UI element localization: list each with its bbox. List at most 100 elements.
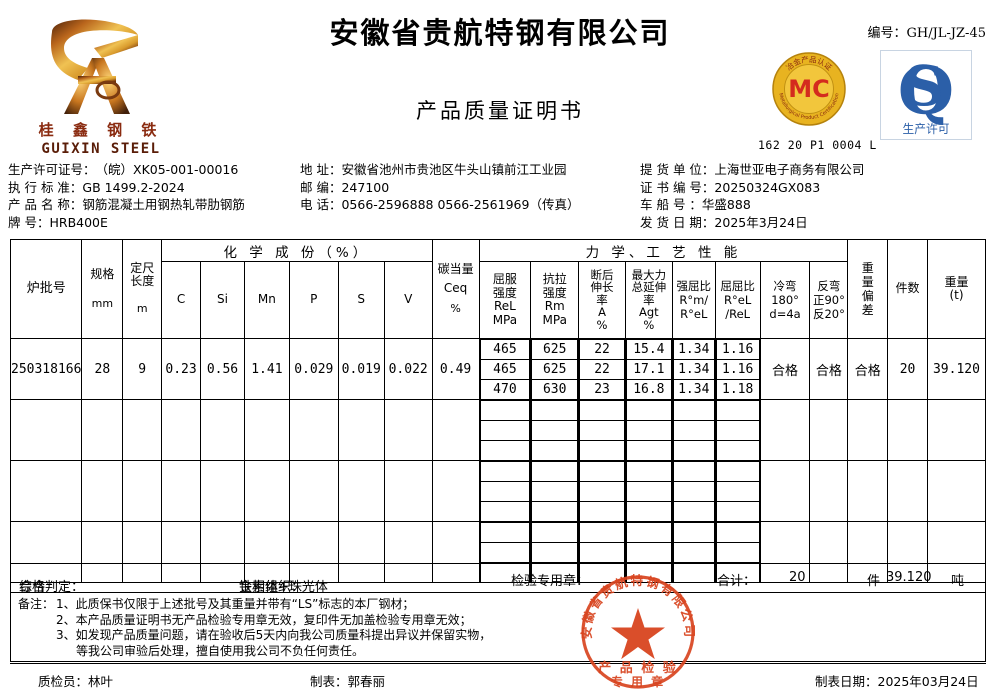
cell-empty-sub <box>530 521 580 583</box>
cell-empty <box>431 460 480 522</box>
cell-empty <box>200 521 245 583</box>
inspection-seal-label: 检验专用章： <box>511 574 590 589</box>
header-chem-mn: Mn <box>243 261 290 339</box>
header-cold-bend: 冷弯 180° d=4a <box>759 261 811 339</box>
note-item: 3、如发现产品质量问题，请在验收后5天内向我公司质量科提出异议并保留实物， <box>56 628 492 642</box>
cell-empty <box>759 521 811 583</box>
cell-empty <box>759 460 811 522</box>
cell-empty <box>887 399 928 461</box>
header-yield-strength: 屈服 强度 ReL MPa <box>478 261 532 339</box>
info-row: 地 址：安徽省池州市贵池区牛头山镇前江工业园 <box>300 162 567 177</box>
cell-empty <box>809 399 849 461</box>
company-title: 安徽省贵航特钢有限公司 <box>329 16 671 50</box>
notes-box: 备注： 1、此质保书仅限于上述批号及其重量并带有“LS”标志的本厂钢材； 2、本… <box>10 592 986 662</box>
cell-empty-sub <box>714 399 761 461</box>
total-label: 合计： <box>717 574 757 589</box>
cell-empty-sub <box>478 399 532 461</box>
cell-elongation-agt: 15.4 17.1 16.8 <box>624 338 673 400</box>
preparation-date: 制表日期：2025年03月24日 <box>815 674 979 689</box>
mc-code-text: 162 20 P1 0004 L <box>758 138 877 152</box>
header-elongation-agt: 最大力 总延伸 率 Agt % <box>624 261 673 339</box>
cell-chem-c: 0.23 <box>161 338 202 400</box>
info-row: 车 船 号 ：华盛888 <box>640 197 751 212</box>
cell-empty <box>243 399 290 461</box>
cell-empty <box>431 399 480 461</box>
cell-empty-sub <box>714 460 761 522</box>
cell-empty-sub <box>671 521 716 583</box>
cell-chem-si: 0.56 <box>200 338 245 400</box>
cell-heat-no: 250318166 <box>9 338 83 400</box>
cell-yield-ratio: 1.16 1.16 1.18 <box>714 338 761 400</box>
cell-yield-strength: 465 465 470 <box>478 338 532 400</box>
company-logo: 桂 鑫 钢 铁 GUIXIN STEEL <box>28 18 174 158</box>
cell-weight: 39.120 <box>926 338 987 400</box>
cell-empty <box>926 460 987 522</box>
cell-empty-sub <box>530 399 580 461</box>
cell-empty <box>9 460 83 522</box>
info-row: 产 品 名 称：钢筋混凝土用钢热轧带肋钢筋 <box>8 197 245 212</box>
info-block-left: 生产许可证号：（皖）XK05-001-00016 执 行 标 准：GB 1499… <box>8 161 245 231</box>
info-row: 生产许可证号：（皖）XK05-001-00016 <box>8 162 239 177</box>
info-row: 发 货 日 期：2025年3月24日 <box>640 214 808 230</box>
info-row: 牌 号：HRB400E <box>8 214 108 230</box>
logo-english-text: GUIXIN STEEL <box>41 141 161 157</box>
header-heat-no: 炉批号 <box>9 239 83 339</box>
cell-chem-v: 0.022 <box>383 338 433 400</box>
header-ceq: 碳当量 Ceq % <box>431 239 480 339</box>
cell-empty <box>809 521 849 583</box>
cell-empty <box>81 460 124 522</box>
header-weight-deviation: 重量偏差 <box>847 239 889 339</box>
cell-strength-ratio: 1.34 1.34 1.34 <box>671 338 716 400</box>
cell-empty-sub <box>671 399 716 461</box>
header-weight: 重量 (t) <box>926 239 987 339</box>
cell-empty-sub <box>478 460 532 522</box>
info-row: 电 话：0566-2596888 0566-2561969（传真） <box>300 197 580 212</box>
cell-empty-sub <box>714 521 761 583</box>
cell-empty <box>809 460 849 522</box>
cell-empty <box>81 521 124 583</box>
cell-tensile-strength: 625 625 630 <box>530 338 580 400</box>
cell-empty <box>288 521 339 583</box>
info-block-right: 提 货 单 位：上海世亚电子商务有限公司 证 书 编 号：20250324GX0… <box>640 161 864 231</box>
cell-empty-sub <box>578 521 626 583</box>
header-chem-s: S <box>337 261 385 339</box>
header-elongation-a: 断后 伸长 率 A % <box>578 261 626 339</box>
total-weight-value: 39.120 <box>886 570 932 585</box>
header-yield-ratio: 屈屈比 R°eL /ReL <box>714 261 761 339</box>
header-chem-c: C <box>161 261 202 339</box>
table-row: 250318166 28 9 0.23 0.56 1.41 0.029 0.01… <box>9 338 987 400</box>
cell-empty-sub <box>624 460 673 522</box>
document-title: 产品质量证明书 <box>416 99 584 123</box>
cell-empty-sub <box>578 460 626 522</box>
logo-chinese-text: 桂 鑫 钢 铁 <box>38 121 164 139</box>
cell-empty <box>431 521 480 583</box>
document-number: 编号：GH/JL-JZ-45 <box>867 26 986 41</box>
cell-empty-sub <box>624 399 673 461</box>
header-pieces: 件数 <box>887 239 928 339</box>
cell-empty <box>847 399 889 461</box>
cell-empty <box>847 460 889 522</box>
info-row: 邮 编：247100 <box>300 179 390 195</box>
cell-empty <box>288 460 339 522</box>
info-row: 执 行 标 准：GB 1499.2-2024 <box>8 179 185 195</box>
cell-chem-s: 0.019 <box>337 338 385 400</box>
header-group-chemical: 化 学 成 份（%） <box>161 239 433 262</box>
cell-empty <box>200 399 245 461</box>
cell-empty <box>243 460 290 522</box>
header-strength-ratio: 强屈比 R°m/ R°eL <box>671 261 716 339</box>
cell-reverse-bend: 合格 <box>809 338 849 400</box>
header-spec: 规格 mm <box>81 239 124 339</box>
table-row-empty <box>9 399 987 461</box>
cell-weight-deviation: 合格 <box>847 338 889 400</box>
cell-empty <box>122 460 163 522</box>
header-chem-p: P <box>288 261 339 339</box>
cell-chem-mn: 1.41 <box>243 338 290 400</box>
cell-empty <box>81 399 124 461</box>
table-row-empty <box>9 460 987 522</box>
cell-empty <box>383 521 433 583</box>
note-item: 2、本产品质量证明书无产品检验专用章无效，复印件无加盖检验专用章无效； <box>56 612 472 627</box>
cell-empty <box>337 399 385 461</box>
cell-empty-sub <box>530 460 580 522</box>
cell-empty-sub <box>671 460 716 522</box>
